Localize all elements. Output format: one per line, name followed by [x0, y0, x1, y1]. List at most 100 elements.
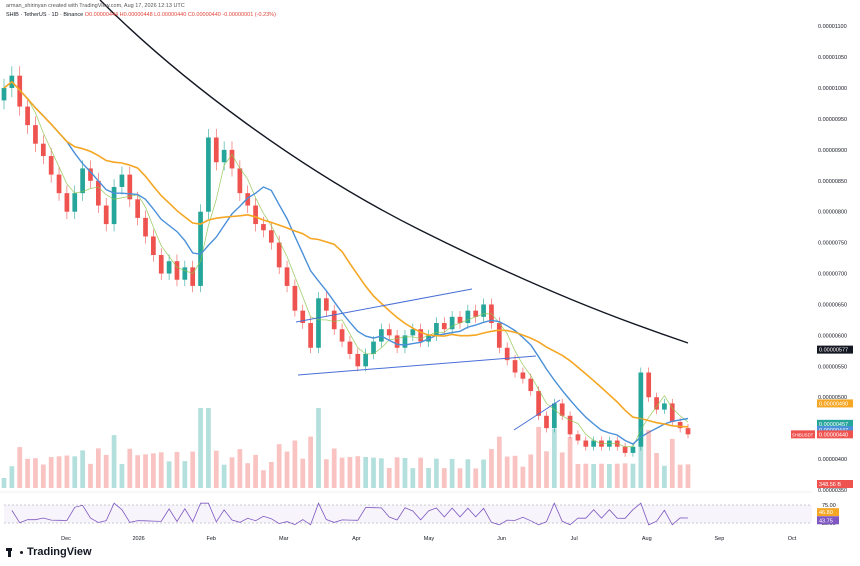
- x-tick-label: May: [424, 536, 435, 542]
- candle-body: [331, 310, 337, 330]
- volume-bar: [386, 468, 392, 488]
- volume-bar: [331, 448, 337, 488]
- volume-bar: [323, 459, 329, 488]
- candle-body: [418, 329, 424, 342]
- candle-body: [630, 446, 636, 453]
- volume-bar: [371, 457, 376, 488]
- candle-body: [402, 335, 408, 348]
- volume-bar: [40, 464, 46, 488]
- candle-body: [72, 193, 78, 212]
- volume-bar: [198, 408, 203, 488]
- candle-body: [591, 440, 597, 447]
- chart-attribution: arman_shirinyan created with TradingView…: [6, 3, 185, 9]
- volume-bar: [1, 478, 7, 488]
- candle-body: [363, 353, 369, 367]
- volume-bar: [662, 465, 667, 488]
- candle-body: [371, 341, 376, 354]
- candle-body: [221, 149, 227, 163]
- y-tick-label: 0.00000900: [818, 148, 847, 154]
- candle-body: [80, 168, 85, 194]
- candle-body: [213, 137, 219, 163]
- candle-body: [583, 440, 589, 447]
- candle-body: [308, 323, 313, 348]
- y-tick-label: 0.00000750: [818, 241, 847, 247]
- price-label-bg: [817, 426, 853, 435]
- candle-body: [481, 304, 486, 317]
- volume-bar: [190, 451, 196, 488]
- x-tick-label: Sep: [715, 536, 725, 542]
- x-tick-label: Oct: [788, 536, 797, 542]
- candle-body: [473, 310, 479, 317]
- rsi-label: 43.75: [819, 518, 833, 524]
- volume-bar: [292, 440, 298, 488]
- volume-bar: [544, 451, 549, 488]
- ohlc-values: O0.00000444 H0.00000448 L0.00000440 C0.0…: [84, 12, 276, 18]
- volume-bar: [245, 463, 251, 488]
- ma-fast-line: [3, 81, 689, 448]
- volume-bar: [528, 454, 534, 488]
- candle-body: [410, 329, 416, 336]
- candle-body: [261, 224, 266, 231]
- candle-body: [56, 174, 62, 194]
- candle-body: [40, 143, 46, 157]
- candle-body: [355, 353, 361, 367]
- candle-body: [127, 174, 133, 200]
- volume-bar: [143, 454, 148, 488]
- rsi-label: 46.80: [819, 510, 833, 516]
- candle-body: [646, 372, 652, 398]
- candle-body: [544, 415, 549, 429]
- candle-body: [111, 186, 117, 225]
- volume-bar: [213, 450, 219, 488]
- volume-bar: [402, 458, 408, 488]
- candle-body: [64, 193, 70, 212]
- volume-bar: [418, 457, 424, 488]
- volume-bar: [465, 459, 471, 488]
- volume-label-bg: [817, 480, 853, 488]
- tradingview-logo[interactable]: TradingView: [6, 546, 92, 558]
- volume-bar: [72, 456, 78, 488]
- y-tick-label: 0.00000800: [818, 210, 847, 216]
- candle-body: [33, 125, 38, 144]
- upper-trendline: [295, 288, 473, 323]
- volume-bar: [182, 461, 188, 488]
- pair-tag-bg: [791, 430, 815, 439]
- candle-body: [339, 329, 345, 342]
- volume-bar: [48, 457, 54, 488]
- x-tick-label: Jun: [497, 536, 506, 542]
- y-tick-label: 0.00001050: [818, 55, 847, 61]
- volume-bar: [151, 453, 156, 488]
- volume-bar: [363, 456, 369, 488]
- candle-body: [119, 174, 125, 187]
- volume-bar: [685, 464, 691, 488]
- candle-body: [292, 285, 298, 311]
- price-label-bg: [817, 345, 853, 354]
- candle-body: [206, 137, 211, 212]
- volume-bar: [253, 454, 258, 488]
- ma-mid-line: [3, 80, 689, 445]
- candle-body: [536, 391, 541, 416]
- y-tick-label: 0.00000700: [818, 272, 847, 278]
- candle-body: [457, 316, 463, 324]
- volume-bar: [591, 464, 597, 488]
- price-label-bg: [817, 399, 853, 408]
- volume-bar: [449, 458, 455, 488]
- volume-bar: [441, 468, 447, 488]
- volume-bar: [64, 455, 70, 488]
- candle-body: [143, 217, 148, 237]
- volume-bar: [410, 468, 416, 488]
- pair-tag: SHIBUSDT: [792, 432, 814, 437]
- y-tick-label: 0.00000350: [818, 488, 847, 494]
- volume-bar: [599, 463, 604, 488]
- candle-body: [300, 310, 306, 324]
- volume-bar: [347, 456, 353, 488]
- candle-body: [654, 397, 659, 410]
- y-tick-label: 0.00000650: [818, 302, 847, 308]
- x-tick-label: Jul: [571, 536, 578, 542]
- price-label: 0.00000440: [819, 432, 848, 438]
- volume-bar: [607, 464, 612, 488]
- y-tick-label: 0.00001100: [818, 24, 847, 30]
- y-tick-label: 0.00000550: [818, 364, 847, 370]
- volume-bar: [339, 457, 345, 488]
- volume-bar: [221, 464, 227, 488]
- candle-body: [441, 323, 447, 330]
